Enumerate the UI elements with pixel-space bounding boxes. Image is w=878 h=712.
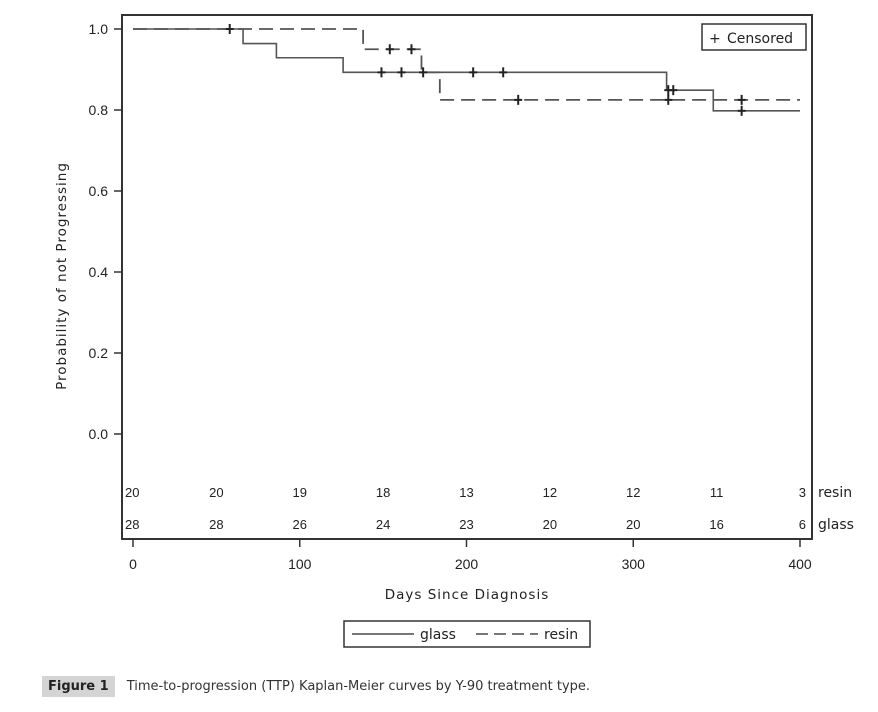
at-risk-resin-value: 19 — [293, 485, 307, 500]
at-risk-glass-value: 16 — [709, 517, 723, 532]
caption-text: Time-to-progression (TTP) Kaplan-Meier c… — [126, 678, 591, 694]
censor-mark-resin — [385, 44, 394, 55]
at-risk-glass-value: 20 — [543, 517, 557, 532]
at-risk-glass-value: 28 — [125, 517, 139, 532]
y-tick-label: 0.2 — [89, 345, 109, 361]
at-risk-resin-label: resin — [818, 485, 852, 501]
censored-legend-label: Censored — [727, 31, 793, 47]
censor-mark-resin — [737, 94, 746, 105]
at-risk-table: 20 20 19 18 13 12 12 11 3 resin 28 28 26 24 23 20 20 16 6 g… — [125, 485, 854, 533]
at-risk-resin-value: 12 — [543, 485, 557, 500]
x-tick-label: 100 — [288, 556, 312, 572]
censor-mark-resin — [407, 44, 416, 55]
series-legend: glass resin — [343, 620, 591, 648]
at-risk-resin-value: 3 — [799, 485, 806, 500]
x-tick-label: 400 — [788, 556, 812, 572]
at-risk-resin-value: 20 — [125, 485, 139, 500]
censor-mark-glass — [419, 67, 428, 78]
y-tick-label: 1.0 — [89, 21, 109, 37]
x-tick-label: 0 — [129, 556, 137, 572]
at-risk-glass-value: 23 — [459, 517, 473, 532]
at-risk-resin-value: 11 — [710, 485, 724, 500]
x-axis-title: Days Since Diagnosis — [385, 587, 550, 603]
at-risk-resin-value: 13 — [459, 485, 473, 500]
censored-legend: + Censored — [701, 23, 807, 51]
at-risk-resin-value: 20 — [209, 485, 223, 500]
censor-mark-glass — [377, 67, 386, 78]
y-tick-label: 0.0 — [89, 426, 109, 442]
x-tick-label: 300 — [622, 556, 646, 572]
censor-plus-icon: + — [709, 31, 721, 47]
censor-mark-glass — [499, 67, 508, 78]
at-risk-glass-value: 28 — [209, 517, 223, 532]
at-risk-resin-value: 12 — [626, 485, 640, 500]
plot-frame — [121, 14, 813, 540]
censor-mark-glass — [469, 67, 478, 78]
y-axis-title: Probability of not Progressing — [54, 162, 70, 390]
at-risk-glass-value: 24 — [376, 517, 390, 532]
at-risk-glass-value: 26 — [293, 517, 307, 532]
censored-legend-box — [701, 23, 807, 51]
censor-layer — [225, 24, 746, 116]
x-tick-label: 200 — [455, 556, 479, 572]
figure-label: Figure 1 — [42, 675, 115, 697]
censor-mark-glass — [737, 105, 746, 116]
y-axis: 0.0 0.2 0.4 0.6 0.8 1.0 — [89, 21, 122, 442]
censor-mark-glass — [669, 85, 678, 96]
at-risk-glass-label: glass — [818, 517, 854, 533]
y-tick-label: 0.4 — [89, 264, 109, 280]
series-resin-curve — [133, 28, 800, 101]
legend-glass-label: glass — [420, 627, 456, 643]
y-tick-label: 0.6 — [89, 183, 109, 199]
figure-caption: Figure 1 Time-to-progression (TTP) Kapla… — [42, 674, 590, 698]
censor-mark-glass — [397, 67, 406, 78]
legend-resin-label: resin — [544, 627, 578, 643]
at-risk-resin-value: 18 — [376, 485, 390, 500]
at-risk-glass-value: 6 — [799, 517, 806, 532]
series-glass-curve — [133, 28, 800, 112]
censor-mark-glass — [225, 24, 234, 34]
censor-mark-resin — [514, 94, 523, 105]
x-axis: 0 100 200 300 400 — [129, 539, 812, 572]
at-risk-glass-value: 20 — [626, 517, 640, 532]
series-layer — [133, 28, 800, 112]
y-tick-label: 0.8 — [89, 102, 109, 118]
censor-mark-resin — [664, 94, 673, 105]
